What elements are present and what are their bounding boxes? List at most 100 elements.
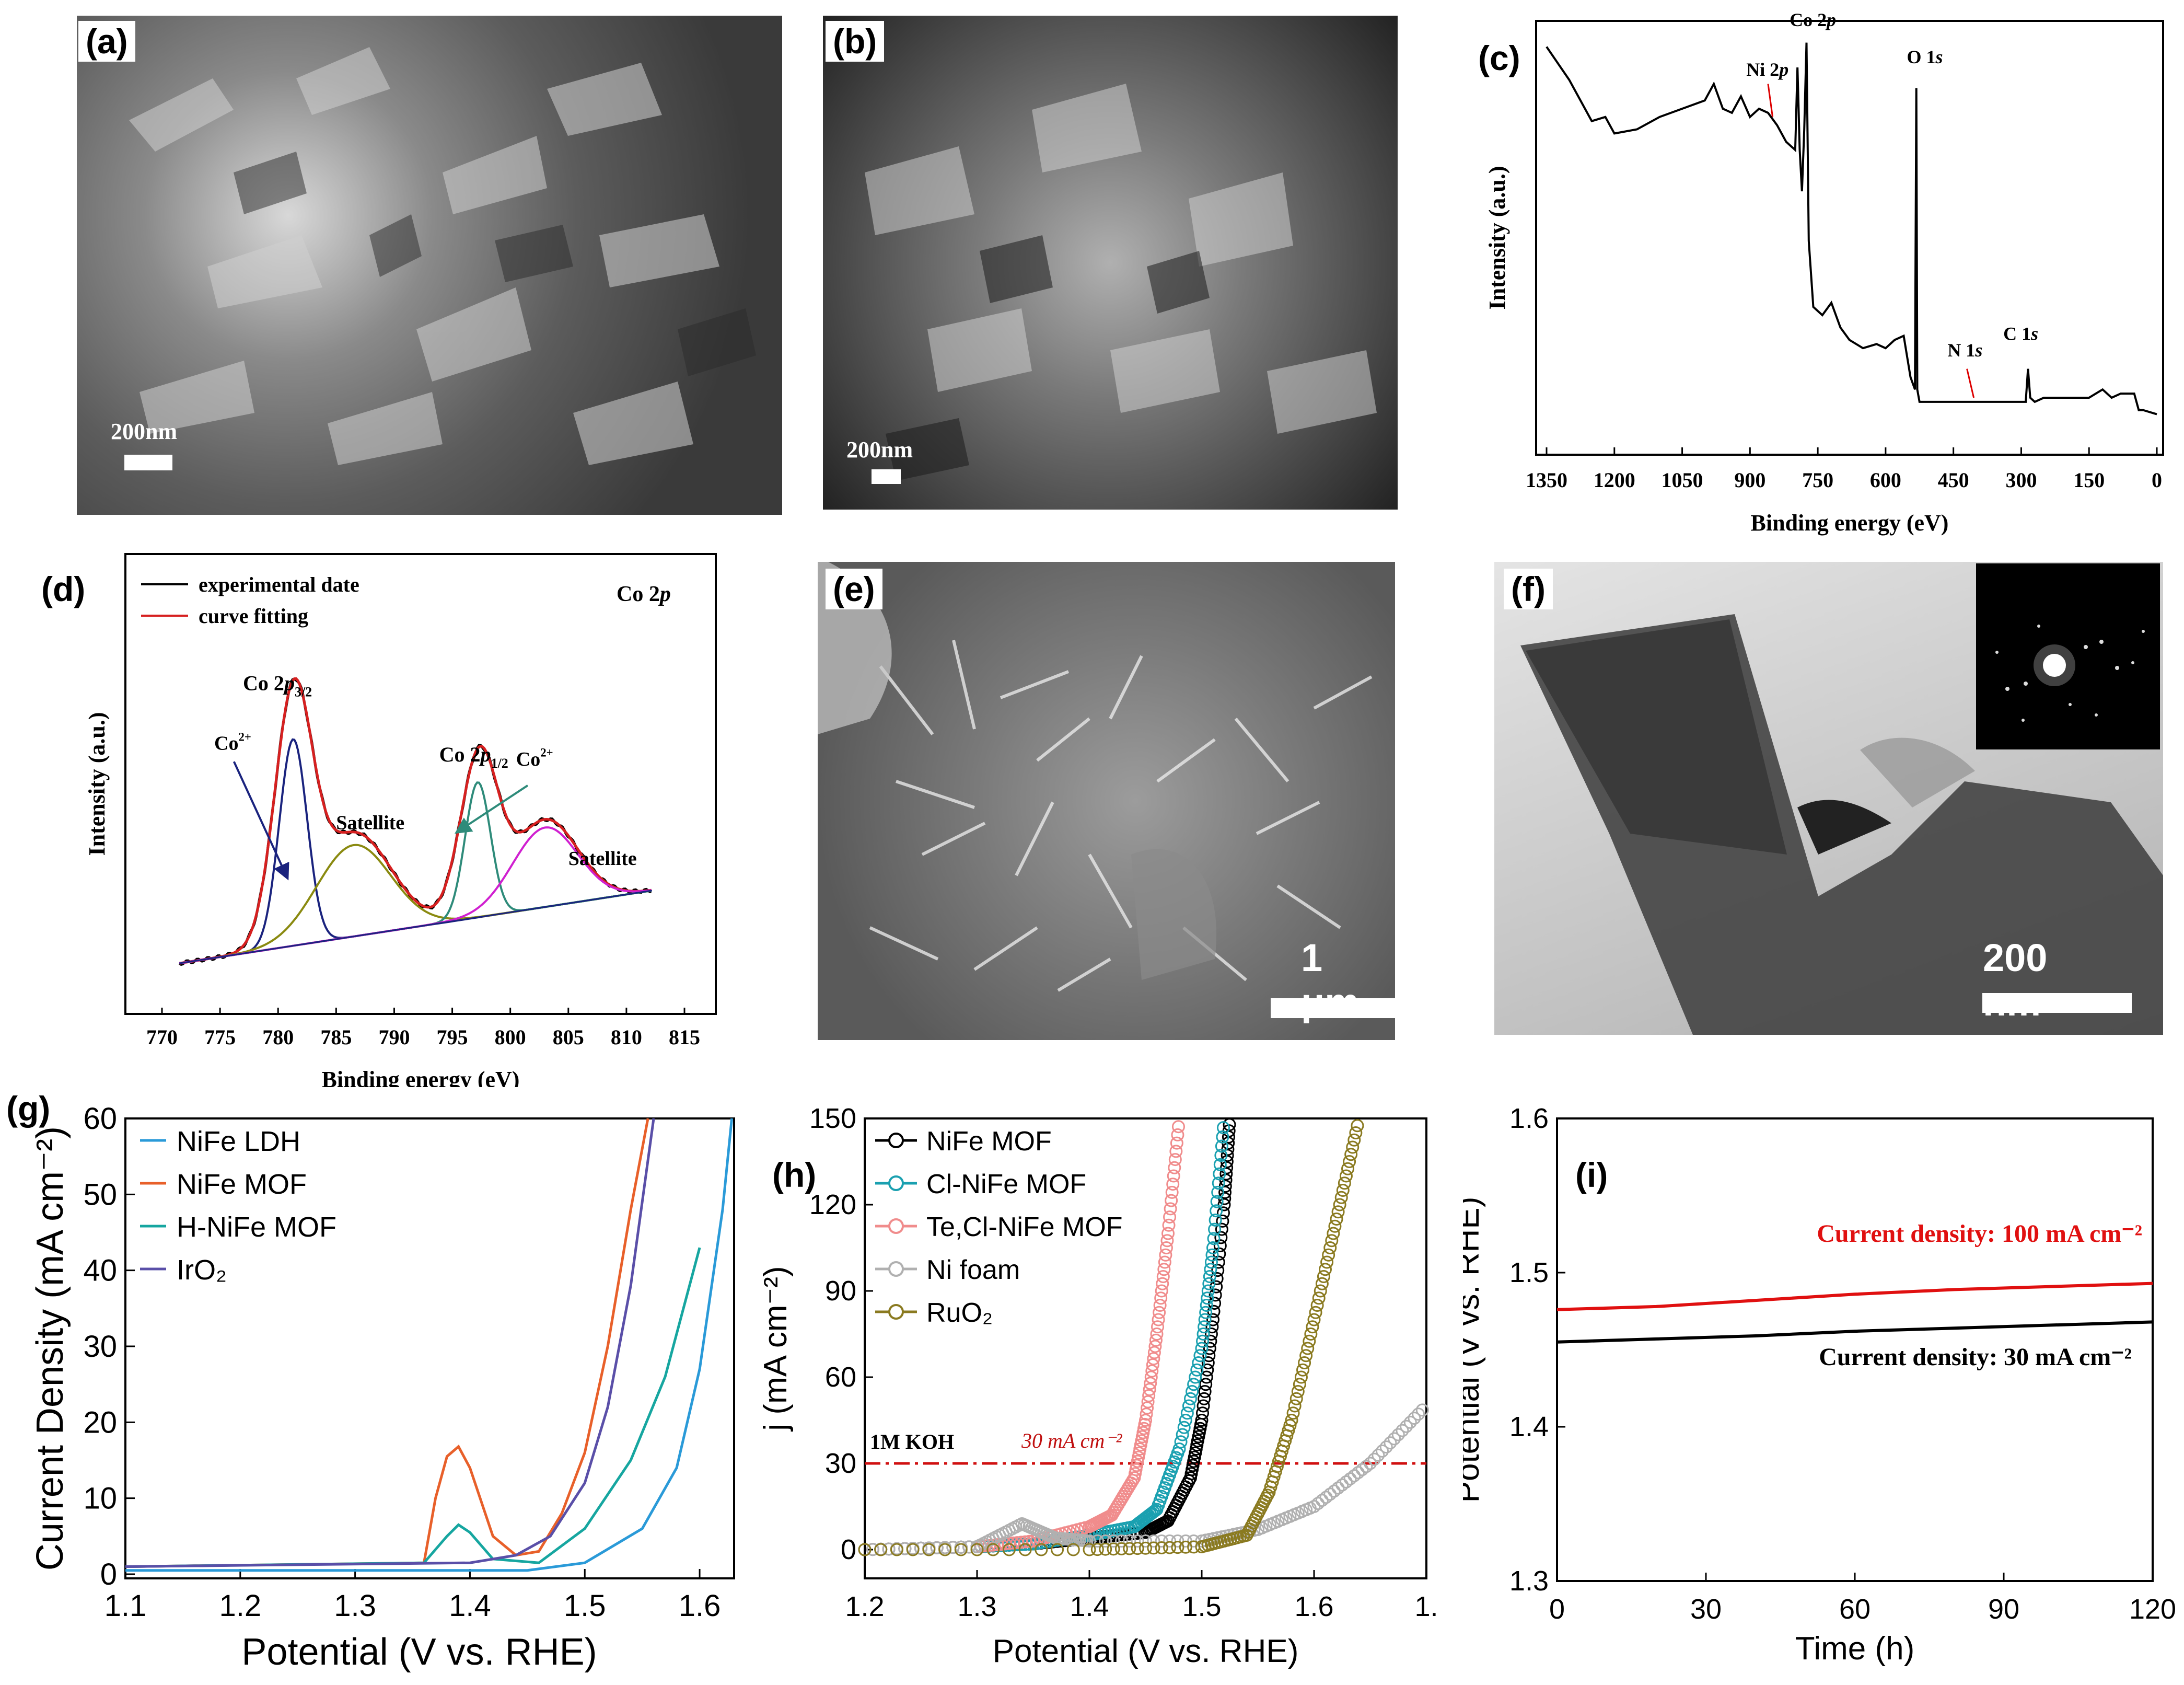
x-tick-label-d: 785 xyxy=(320,1025,352,1049)
y-tick-label-h: 120 xyxy=(809,1189,856,1220)
series-line-i-0 xyxy=(1556,1282,2153,1311)
x-tick-label-h: 1.6 xyxy=(1294,1591,1333,1622)
series-point-h xyxy=(1211,1264,1225,1277)
panel-label-g: (g) xyxy=(6,1089,51,1128)
series-line-i-1 xyxy=(1556,1320,2153,1344)
series-point-h xyxy=(1147,1505,1160,1519)
series-point-h xyxy=(954,1543,968,1556)
legend-marker-h-2 xyxy=(888,1218,904,1234)
x-tick-label-d: 780 xyxy=(262,1025,294,1049)
plot-frame-h xyxy=(864,1117,1427,1579)
series-point-h xyxy=(1161,1227,1175,1240)
series-point-h xyxy=(1210,1195,1224,1208)
series-point-h xyxy=(1192,1356,1205,1369)
legend-label-g-2: H-NiFe MOF xyxy=(177,1211,336,1243)
x-tick-label-i: 0 xyxy=(1549,1594,1565,1625)
x-tick-label-d: 805 xyxy=(553,1025,584,1049)
series-point-h xyxy=(1364,1457,1377,1470)
series-point-h xyxy=(1155,1284,1168,1298)
series-point-h xyxy=(1216,1130,1229,1144)
series-point-h xyxy=(1147,1534,1160,1548)
series-point-h xyxy=(1311,1497,1325,1510)
series-point-h xyxy=(1170,1136,1183,1150)
x-tick-label-d: 815 xyxy=(669,1025,700,1049)
series-point-h xyxy=(1210,1280,1223,1294)
series-point-h xyxy=(1396,1424,1409,1437)
series-point-h xyxy=(1114,1534,1128,1548)
series-point-h xyxy=(1307,1313,1321,1326)
series-point-h xyxy=(1166,1178,1180,1191)
series-point-h xyxy=(1179,1414,1192,1427)
sem-image-b xyxy=(823,16,1398,510)
series-point-h xyxy=(1312,1291,1326,1305)
series-point-h xyxy=(1219,1167,1233,1181)
series-point-h xyxy=(1293,1378,1306,1391)
x-tick-label-h: 1.5 xyxy=(1182,1591,1221,1622)
x-tick-label-i: 120 xyxy=(2129,1594,2176,1625)
series-point-h xyxy=(1204,1255,1218,1269)
chart-c: 1350 1200 1050 900 750 600 450 300 150 0 Binding e… xyxy=(1484,9,2164,536)
series-point-h xyxy=(1196,1406,1210,1420)
series-point-h xyxy=(1334,1191,1348,1204)
series-point-h xyxy=(1163,1210,1177,1224)
chart-title-d: Co 2p xyxy=(617,582,671,606)
series-point-h xyxy=(1018,1543,1032,1556)
x-tick-label-g: 1.1 xyxy=(104,1589,147,1623)
legend-label-h-4: RuO₂ xyxy=(926,1298,993,1328)
plot-frame-d xyxy=(124,553,717,1015)
x-tick-label-g: 1.5 xyxy=(564,1589,606,1623)
series-point-h xyxy=(1291,1385,1305,1398)
series-point-h xyxy=(1090,1534,1104,1548)
series-point-h xyxy=(1331,1205,1345,1219)
series-point-h xyxy=(1150,1328,1164,1341)
y-tick-label-h: 30 xyxy=(825,1448,856,1479)
series-point-h xyxy=(1330,1213,1343,1226)
series-point-h xyxy=(1211,1185,1225,1199)
series-point-h xyxy=(1286,1406,1300,1420)
annotation-co2plus-1: Co2+ xyxy=(214,730,251,754)
series-point-h xyxy=(1339,1169,1353,1183)
series-point-h xyxy=(946,1541,960,1554)
x-tick-label-i: 30 xyxy=(1690,1594,1722,1625)
saed-inset xyxy=(1976,563,2160,749)
series-point-h xyxy=(1317,1270,1330,1283)
tem-image-f xyxy=(1494,562,2163,1035)
legend-label-g-1: NiFe MOF xyxy=(177,1169,307,1200)
series-point-h xyxy=(1215,1222,1228,1236)
panel-label-i: (i) xyxy=(1575,1156,1608,1194)
series-point-h xyxy=(1147,1541,1160,1555)
series-point-h xyxy=(1214,1231,1228,1244)
series-point-h xyxy=(1346,1140,1360,1154)
series-point-h xyxy=(1388,1432,1401,1446)
series-point-h xyxy=(1099,1534,1112,1548)
y-axis-label-h: j (mA cm⁻²) xyxy=(758,1266,794,1432)
y-tick-label-i: 1.5 xyxy=(1509,1257,1549,1288)
plot-frame-g xyxy=(124,1117,735,1579)
series-point-h xyxy=(1204,1334,1217,1348)
series-point-h xyxy=(1322,1248,1335,1262)
x-axis-label-i: Time (h) xyxy=(1795,1631,1914,1667)
series-markers-h-2 xyxy=(858,1120,1185,1556)
series-point-h xyxy=(1139,1534,1152,1548)
series-point-h xyxy=(1384,1436,1397,1450)
series-point-h xyxy=(1051,1543,1064,1556)
series-point-h xyxy=(1306,1320,1319,1334)
series-point-h xyxy=(1328,1219,1342,1233)
series-point-h xyxy=(1156,1270,1170,1283)
y-axis-label-i: Potential (V vs. RHE) xyxy=(1463,1197,1486,1503)
y-tick-label-g: 30 xyxy=(83,1330,117,1364)
series-point-h xyxy=(986,1543,1000,1556)
chart-g: 1.1 1.2 1.3 1.4 1.5 1.6 0 10 20 30 40 50 60 Potential… xyxy=(29,1102,735,1673)
series-point-h xyxy=(1163,1534,1177,1548)
series-point-h xyxy=(1343,1472,1357,1485)
series-point-h xyxy=(1142,1389,1156,1402)
chart-i: 0 30 60 90 120 1.3 1.4 1.5 1.6 Time (h) Potential … xyxy=(1463,1103,2176,1667)
annotation-30ma: 30 mA cm⁻² xyxy=(1021,1429,1122,1452)
series-point-h xyxy=(1206,1241,1219,1254)
series-point-h xyxy=(1202,1277,1216,1290)
series-point-h xyxy=(1213,1239,1227,1253)
scale-bar-e xyxy=(1271,998,1425,1018)
y-tick-label-i: 1.6 xyxy=(1509,1103,1549,1134)
x-tick-label-i: 60 xyxy=(1839,1594,1871,1625)
series-point-h xyxy=(1199,1306,1213,1319)
